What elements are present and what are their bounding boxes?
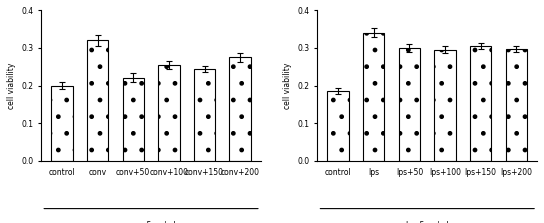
Bar <box>230 57 251 161</box>
Text: conv 5 μg/ml: conv 5 μg/ml <box>126 221 176 223</box>
Y-axis label: cell viability: cell viability <box>7 62 16 109</box>
Bar <box>327 91 349 161</box>
Text: lps 5 μg/ml: lps 5 μg/ml <box>406 221 449 223</box>
Bar <box>87 40 108 161</box>
Bar <box>399 48 420 161</box>
Bar <box>506 49 527 161</box>
Bar <box>363 33 385 161</box>
Bar <box>51 85 73 161</box>
Bar <box>194 69 215 161</box>
Bar <box>470 46 491 161</box>
Bar <box>158 65 180 161</box>
Y-axis label: cell viability: cell viability <box>283 62 292 109</box>
Bar <box>122 78 144 161</box>
Bar <box>435 50 456 161</box>
